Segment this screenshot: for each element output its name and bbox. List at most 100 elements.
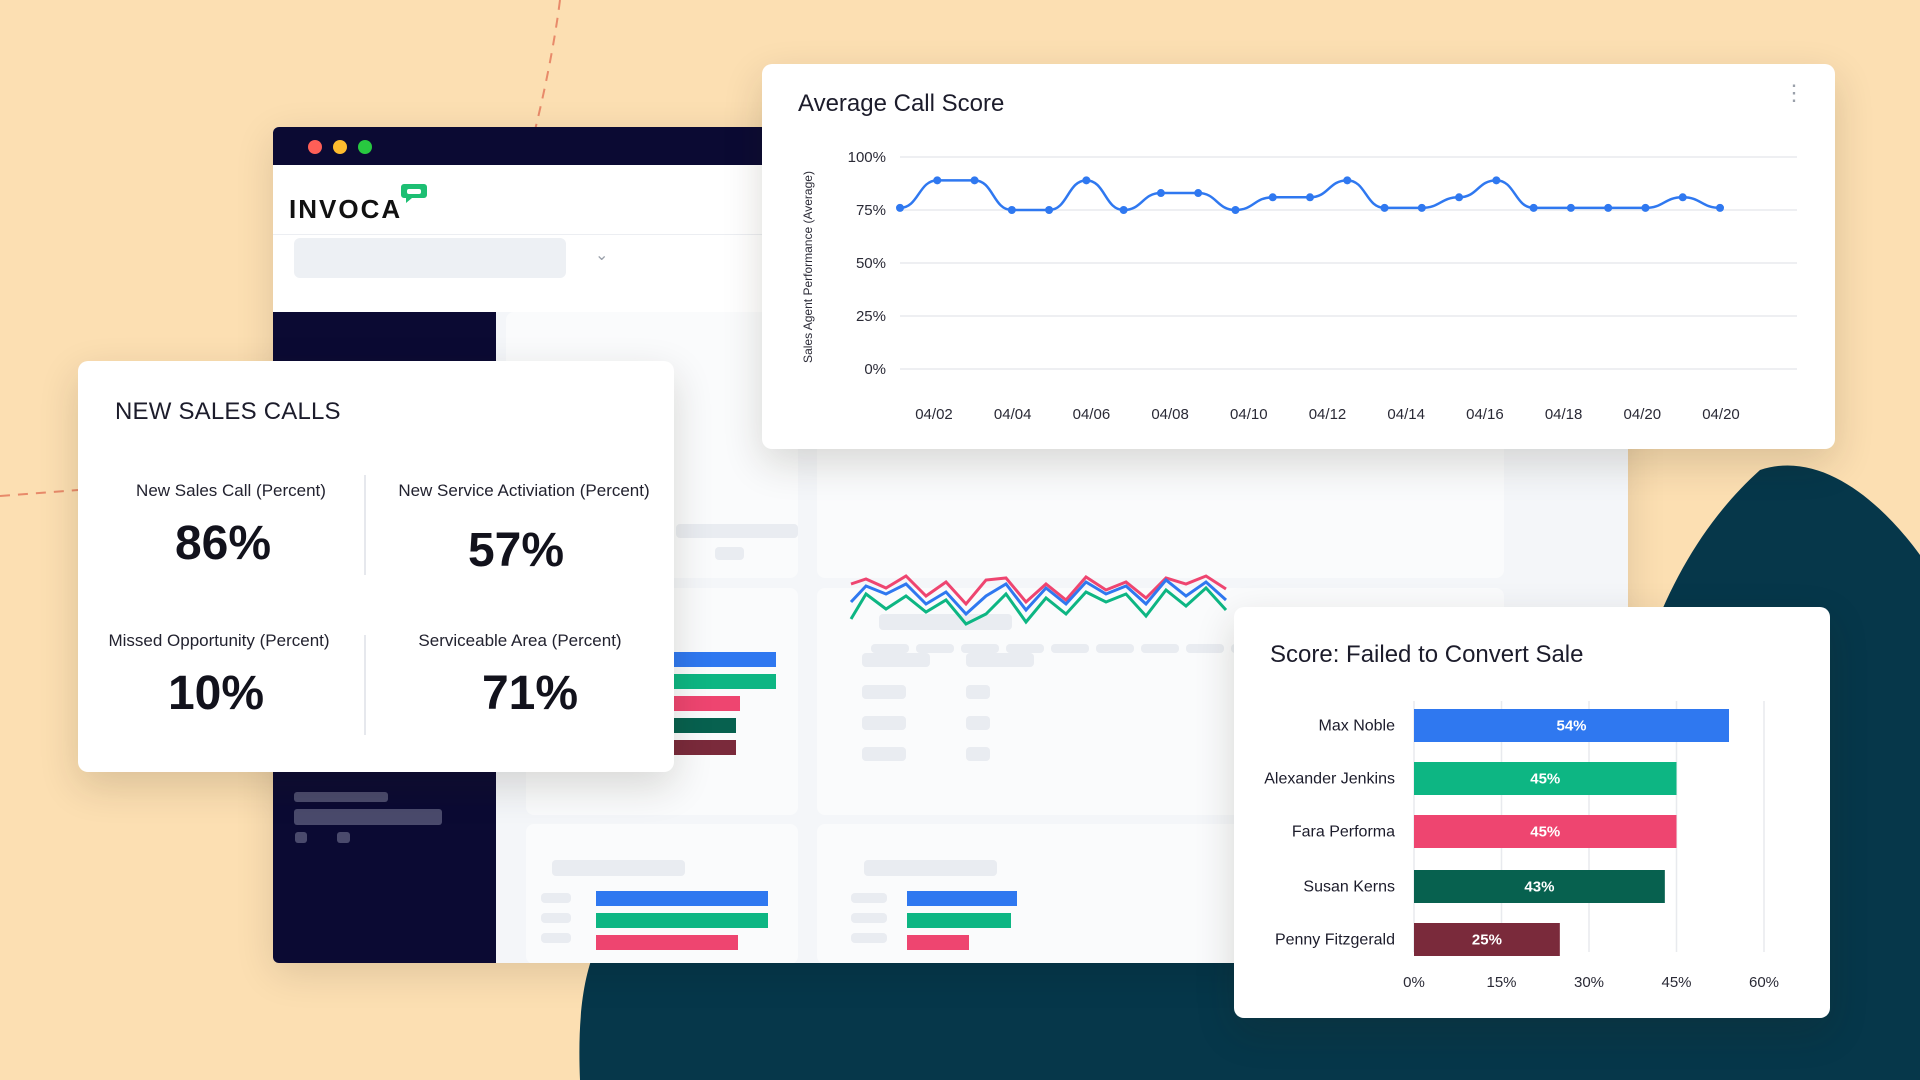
mini-bar bbox=[596, 891, 768, 906]
average-call-score-card: Average Call Score ⋮ 0% 25% 50% 75% 100% Sale… bbox=[762, 64, 1835, 449]
bar bbox=[1414, 923, 1560, 956]
bar-chart: 0% 15% 30% 45% 60% Max Noble 54% Alexander Jenk… bbox=[1264, 701, 1779, 991]
placeholder-bar bbox=[552, 860, 685, 876]
mini-bar bbox=[907, 935, 969, 950]
y-tick-label: 75% bbox=[856, 202, 886, 219]
dashed-arc-decoration bbox=[534, 0, 561, 131]
bar-value-label: 43% bbox=[1524, 879, 1554, 896]
data-point bbox=[1641, 203, 1650, 212]
line-chart: 0% 25% 50% 75% 100% Sales Agent Performance (… bbox=[801, 149, 1797, 423]
x-tick-label: 15% bbox=[1486, 974, 1516, 991]
close-window-button[interactable] bbox=[308, 140, 322, 154]
mini-bar bbox=[851, 933, 887, 943]
axis-placeholder bbox=[1141, 644, 1179, 653]
stat-value: 10% bbox=[167, 667, 265, 720]
mini-bar bbox=[656, 696, 740, 711]
category-label: Fara Performa bbox=[1292, 824, 1395, 841]
card-title: Average Call Score bbox=[798, 90, 1005, 117]
category-label: Max Noble bbox=[1319, 718, 1396, 735]
stat-label: Serviceable Area (Percent) bbox=[418, 631, 622, 650]
data-point bbox=[970, 176, 979, 185]
mini-bar bbox=[907, 913, 1011, 928]
sidebar-placeholder bbox=[294, 809, 442, 825]
data-point bbox=[1417, 203, 1426, 212]
placeholder-bar bbox=[862, 653, 930, 667]
placeholder-bar bbox=[966, 685, 990, 699]
chart-icon[interactable] bbox=[295, 832, 307, 843]
bar bbox=[1414, 815, 1677, 848]
bar bbox=[1414, 870, 1665, 903]
category-label: Alexander Jenkins bbox=[1264, 771, 1395, 788]
x-tick-label: 0% bbox=[1403, 974, 1425, 991]
placeholder-bar bbox=[966, 747, 990, 761]
data-point bbox=[1343, 176, 1352, 185]
mini-line-blue bbox=[849, 577, 1228, 617]
mini-bar bbox=[541, 913, 571, 923]
mini-bar bbox=[596, 935, 738, 950]
logo-text: INVOCA bbox=[289, 194, 403, 224]
placeholder-bar bbox=[676, 524, 798, 538]
maximize-window-button[interactable] bbox=[358, 140, 372, 154]
category-label: Penny Fitzgerald bbox=[1275, 932, 1395, 949]
stat-value: 71% bbox=[481, 667, 579, 720]
card-title: Score: Failed to Convert Sale bbox=[1270, 641, 1584, 668]
y-axis-label: Sales Agent Performance (Average) bbox=[801, 171, 815, 363]
data-point bbox=[933, 176, 942, 185]
placeholder-bar bbox=[862, 685, 906, 699]
account-select[interactable] bbox=[294, 238, 566, 278]
stat-label: New Service Activiation (Percent) bbox=[398, 481, 650, 500]
chevron-down-icon[interactable]: ⌄ bbox=[595, 247, 609, 264]
dashed-line-decoration bbox=[0, 489, 79, 497]
bar-value-label: 25% bbox=[1472, 932, 1502, 949]
data-point bbox=[1716, 203, 1724, 212]
speech-bubble-icon bbox=[401, 184, 427, 203]
mini-bar bbox=[656, 652, 776, 667]
x-tick-label: 04/10 bbox=[1230, 406, 1268, 423]
data-point bbox=[1156, 189, 1165, 198]
placeholder-bar bbox=[862, 716, 906, 730]
data-point bbox=[1678, 193, 1687, 202]
y-tick-label: 100% bbox=[848, 149, 886, 166]
x-tick-label: 04/20 bbox=[1702, 406, 1740, 423]
stat-label: Missed Opportunity (Percent) bbox=[108, 631, 330, 650]
failed-to-convert-card: Score: Failed to Convert Sale 0% 15% 30% 45… bbox=[1234, 607, 1830, 1018]
data-point bbox=[1082, 176, 1091, 185]
data-point bbox=[1566, 203, 1575, 212]
y-tick-label: 0% bbox=[864, 361, 886, 378]
axis-placeholder bbox=[961, 644, 999, 653]
placeholder-bar bbox=[862, 747, 906, 761]
bar bbox=[1414, 762, 1677, 795]
x-tick-label: 60% bbox=[1749, 974, 1779, 991]
data-point bbox=[1492, 176, 1501, 185]
data-point bbox=[1529, 203, 1538, 212]
axis-placeholder bbox=[1186, 644, 1224, 653]
data-point bbox=[896, 203, 904, 212]
new-sales-calls-card: NEW SALES CALLS New Sales Call (Percent)… bbox=[78, 361, 674, 772]
mini-line-pink bbox=[850, 574, 1227, 607]
placeholder-bar bbox=[864, 860, 997, 876]
x-tick-label: 04/04 bbox=[994, 406, 1032, 423]
stat-value: 57% bbox=[467, 524, 565, 577]
mini-bar bbox=[656, 674, 776, 689]
data-point bbox=[1604, 203, 1613, 212]
dashboard-mini-bar-chart bbox=[541, 891, 768, 950]
mini-bar bbox=[851, 913, 887, 923]
x-tick-label: 04/14 bbox=[1387, 406, 1425, 423]
data-point bbox=[1380, 203, 1389, 212]
mini-bar bbox=[596, 913, 768, 928]
stat-divider bbox=[364, 635, 366, 735]
data-point bbox=[1455, 193, 1464, 202]
x-tick-label: 04/16 bbox=[1466, 406, 1504, 423]
mini-bar bbox=[656, 718, 736, 733]
data-point bbox=[1194, 189, 1203, 198]
x-tick-label: 04/08 bbox=[1151, 406, 1189, 423]
x-tick-label: 04/02 bbox=[915, 406, 953, 423]
mini-bar bbox=[907, 891, 1017, 906]
y-tick-label: 50% bbox=[856, 255, 886, 272]
bar bbox=[1414, 709, 1729, 742]
placeholder-bar bbox=[966, 653, 1034, 667]
x-tick-label: 04/12 bbox=[1309, 406, 1347, 423]
comment-icon[interactable] bbox=[337, 832, 350, 843]
sidebar-placeholder bbox=[294, 792, 388, 802]
minimize-window-button[interactable] bbox=[333, 140, 347, 154]
